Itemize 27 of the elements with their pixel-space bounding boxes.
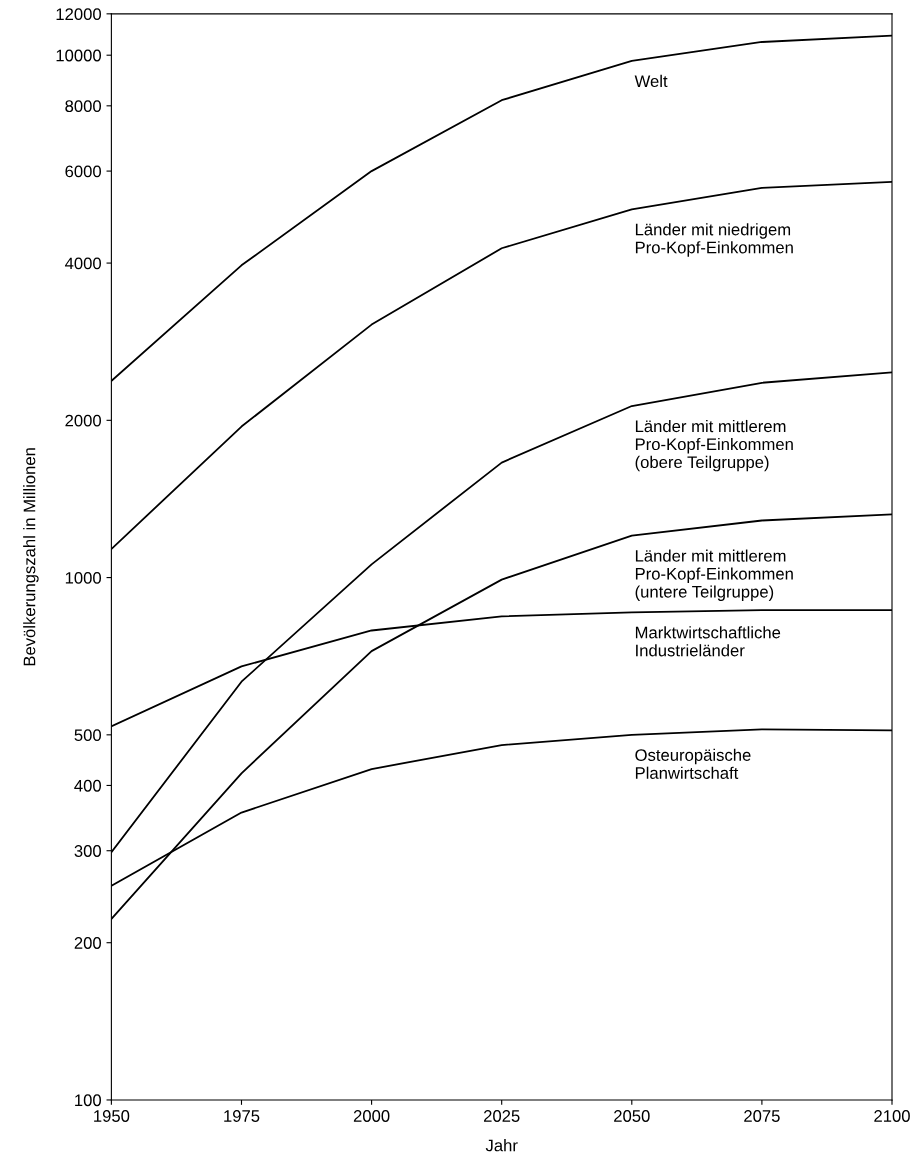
y-tick-label: 400 <box>74 779 102 792</box>
x-tick-label: 2000 <box>353 1110 390 1122</box>
series-label: Welt <box>634 74 668 88</box>
x-tick-label: 2025 <box>484 1110 520 1122</box>
y-tick-label: 4000 <box>64 257 102 270</box>
series-label: Länder mit mittlerem Pro-Kopf-Einkommen (untere Teilgruppe) <box>635 549 793 601</box>
y-tick-label: 1000 <box>65 571 102 584</box>
series-label: Osteuropäische Planwirtschaft <box>635 748 751 779</box>
x-tick-label: 1975 <box>224 1110 260 1122</box>
series-label: Länder mit niedrigem Pro-Kopf-Einkommen <box>635 223 793 257</box>
y-tick-label: 500 <box>74 729 102 742</box>
y-tick-label: 200 <box>74 937 102 949</box>
y-tick-label: 100 <box>75 1094 102 1107</box>
y-tick-label: 8000 <box>65 100 102 113</box>
series-label: Länder mit mittlerem Pro-Kopf-Einkommen (obere Teilgruppe) <box>635 419 793 472</box>
x-tick-label: 2075 <box>744 1110 780 1122</box>
y-tick-label: 2000 <box>65 414 102 427</box>
y-tick-label: 300 <box>74 845 102 857</box>
y-tick-label: 6000 <box>65 165 102 178</box>
x-axis-title: Jahr <box>485 1139 518 1152</box>
y-axis-title: Bevölkerungszahl in Millionen <box>23 448 39 666</box>
x-tick-label: 1950 <box>94 1110 130 1122</box>
y-tick-label: 12000 <box>56 8 102 21</box>
y-tick-label: 10000 <box>56 49 102 62</box>
x-tick-label: 2050 <box>614 1110 650 1122</box>
series-label: Marktwirtschaftliche Industrieländer <box>635 626 781 657</box>
x-tick-label: 2100 <box>874 1110 910 1122</box>
